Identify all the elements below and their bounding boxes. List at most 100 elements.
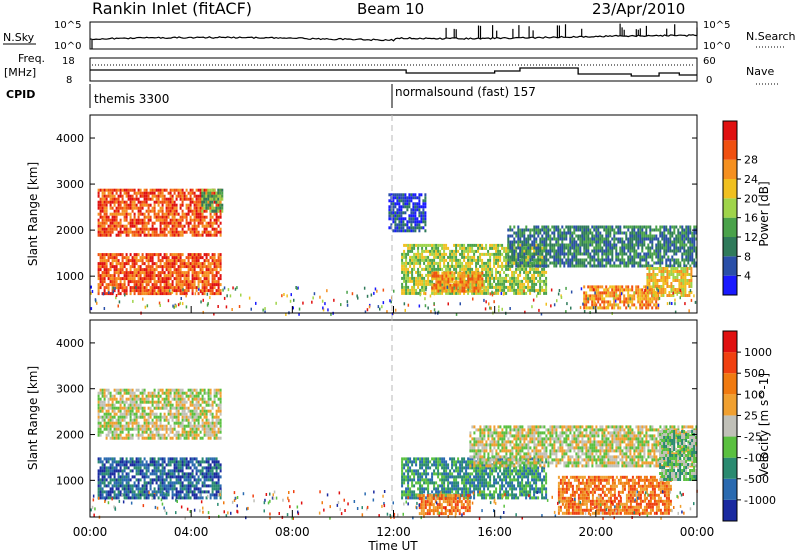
heatmap-cell	[201, 289, 204, 293]
freq-tick-low: 8	[66, 75, 72, 86]
heatmap-cell	[445, 258, 448, 262]
heatmap-cell	[671, 249, 674, 253]
heatmap-cell	[167, 206, 170, 210]
heatmap-cell	[195, 286, 198, 290]
heatmap-cell	[123, 265, 126, 269]
heatmap-cell	[183, 265, 186, 269]
heatmap-cell	[671, 225, 674, 229]
heatmap-cell	[135, 415, 138, 419]
heatmap-cell	[615, 225, 618, 229]
heatmap-cell	[119, 286, 122, 290]
heatmap-cell	[149, 286, 152, 290]
heatmap-cell	[135, 280, 138, 284]
heatmap-cell	[691, 258, 694, 262]
heatmap-cell	[147, 406, 150, 410]
heatmap-cell	[427, 243, 430, 247]
heatmap-cell	[525, 279, 528, 283]
heatmap-cell	[203, 292, 206, 296]
heatmap-cell	[191, 280, 194, 284]
heatmap-cell	[129, 286, 132, 290]
heatmap-cell	[527, 237, 530, 241]
heatmap-cell	[658, 288, 661, 291]
heatmap-cell	[405, 267, 408, 271]
heatmap-cell	[635, 240, 638, 244]
heatmap-cell	[187, 253, 190, 257]
heatmap-cell	[101, 274, 104, 278]
heatmap-cell	[491, 252, 494, 256]
heatmap-cell	[424, 211, 427, 215]
heatmap-cell	[131, 409, 134, 413]
heatmap-cell	[133, 406, 136, 410]
heatmap-cell	[639, 306, 642, 310]
heatmap-cell	[173, 230, 176, 234]
heatmap-cell	[659, 252, 662, 256]
heatmap-cell	[213, 221, 216, 225]
heatmap-cell	[402, 199, 405, 203]
heatmap-cell	[507, 273, 510, 277]
heatmap-cell	[607, 249, 610, 253]
heatmap-cell	[109, 230, 112, 234]
heatmap-cell	[189, 280, 192, 284]
heatmap-cell	[143, 268, 146, 272]
heatmap-cell	[125, 227, 128, 231]
heatmap-cell	[439, 249, 442, 253]
heatmap-cell	[645, 237, 648, 241]
heatmap-cell	[408, 196, 411, 200]
heatmap-cell	[451, 277, 454, 281]
heatmap-cell	[147, 418, 150, 422]
heatmap-cell	[223, 286, 226, 290]
heatmap-cell	[119, 262, 122, 266]
heatmap-cell	[577, 249, 580, 253]
heatmap-cell	[680, 270, 683, 273]
heatmap-cell	[112, 290, 115, 294]
heatmap-cell	[627, 246, 630, 250]
heatmap-cell	[589, 264, 592, 268]
heatmap-cell	[113, 274, 116, 278]
heatmap-cell	[435, 255, 438, 259]
heatmap-cell	[169, 253, 172, 257]
heatmap-cell	[409, 279, 412, 283]
heatmap-cell	[451, 252, 454, 256]
heatmap-cell	[111, 397, 114, 401]
heatmap-cell	[523, 270, 526, 274]
heatmap-cell	[672, 270, 675, 273]
heatmap-cell	[215, 230, 218, 234]
heatmap-cell	[509, 249, 512, 253]
heatmap-cell	[686, 282, 689, 285]
heatmap-cell	[463, 246, 466, 250]
heatmap-cell	[555, 240, 558, 244]
heatmap-cell	[99, 259, 102, 263]
heatmap-cell	[563, 249, 566, 253]
heatmap-cell	[155, 268, 158, 272]
heatmap-cell	[599, 264, 602, 268]
heatmap-cell	[467, 271, 470, 275]
heatmap-cell	[119, 227, 122, 231]
heatmap-cell	[609, 294, 612, 298]
heatmap-cell	[175, 292, 178, 296]
heatmap-cell	[571, 237, 574, 241]
heatmap-cell	[177, 259, 180, 263]
heatmap-cell	[407, 291, 410, 295]
heatmap-cell	[207, 224, 210, 228]
heatmap-cell	[453, 283, 456, 287]
heatmap-cell	[489, 292, 491, 296]
heatmap-cell	[451, 289, 454, 293]
heatmap-cell	[513, 258, 516, 262]
heatmap-cell	[193, 233, 196, 237]
heatmap-cell	[541, 258, 544, 262]
heatmap-cell	[609, 246, 612, 250]
heatmap-cell	[143, 277, 146, 281]
heatmap-cell	[613, 228, 616, 232]
heatmap-cell	[659, 255, 662, 259]
heatmap-cell	[109, 256, 112, 260]
heatmap-cell	[459, 258, 462, 262]
heatmap-cell	[185, 265, 188, 269]
heatmap-cell	[155, 400, 158, 404]
heatmap-cell	[543, 267, 546, 271]
heatmap-cell	[165, 200, 168, 204]
heatmap-cell	[143, 412, 146, 416]
heatmap-cell	[137, 191, 140, 195]
heatmap-cell	[129, 224, 132, 228]
heatmap-cell	[621, 240, 624, 244]
heatmap-cell	[527, 234, 530, 238]
